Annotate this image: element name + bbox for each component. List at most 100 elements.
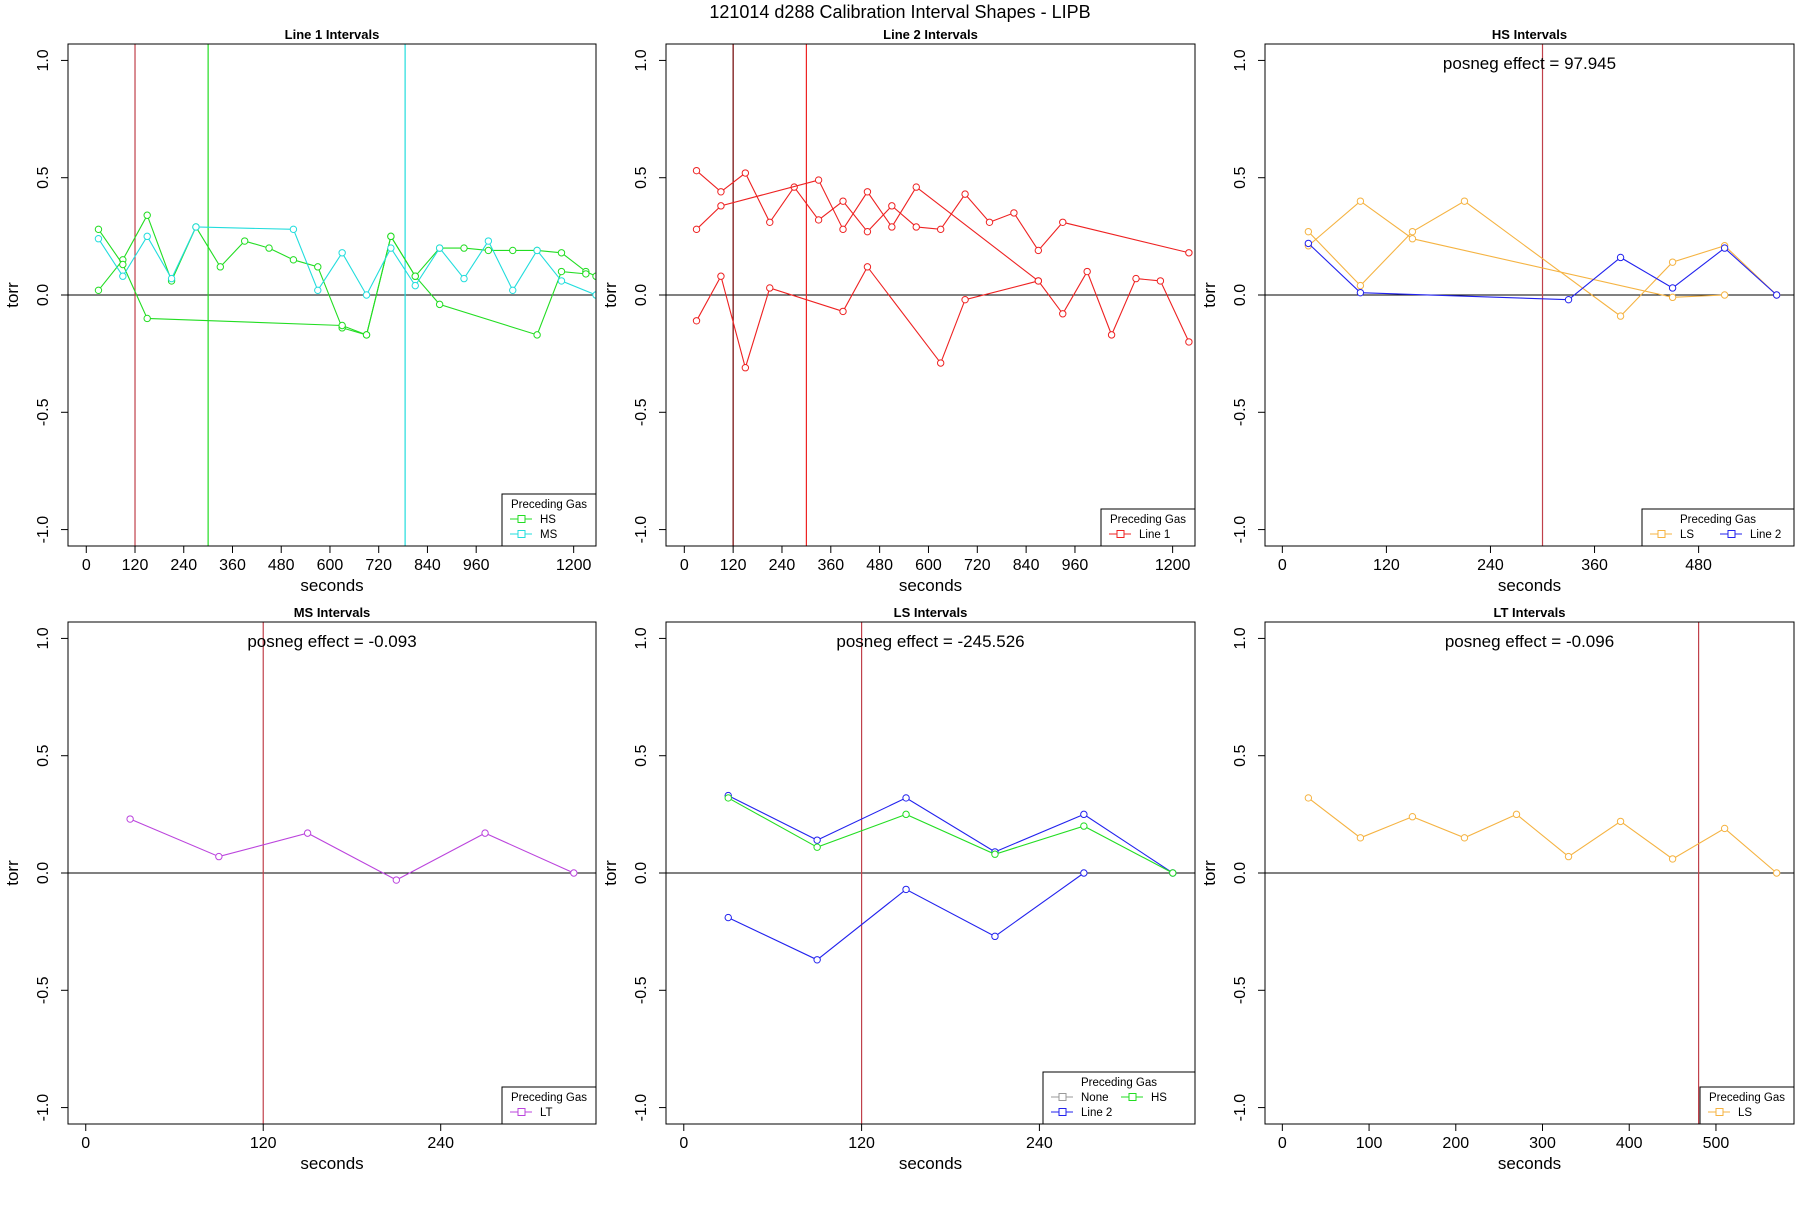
legend-swatch-marker	[1116, 530, 1125, 538]
data-point	[814, 216, 823, 224]
legend-swatch-marker	[1058, 1108, 1067, 1116]
plot-frame	[1264, 621, 1795, 1125]
data-point	[303, 829, 312, 837]
data-point	[1034, 246, 1043, 255]
x-tick-label: 240	[769, 557, 796, 574]
x-tick-label: 840	[414, 557, 441, 574]
data-point	[991, 850, 999, 858]
legend-swatch-marker	[1657, 530, 1666, 538]
x-tick-label: 0	[679, 1135, 688, 1152]
data-point	[1107, 331, 1116, 339]
data-point	[863, 227, 872, 236]
x-tick-label: 720	[365, 557, 392, 574]
y-tick-label: 0.5	[1232, 166, 1249, 188]
legend-box	[1100, 508, 1196, 547]
data-point	[265, 244, 273, 252]
data-point	[481, 829, 489, 837]
legend-swatch-marker	[517, 530, 526, 538]
y-tick-label: -1.0	[35, 516, 52, 544]
data-point	[435, 244, 444, 252]
x-tick-label: 120	[1373, 557, 1400, 574]
data-point	[143, 232, 151, 241]
legend-title: Preceding Gas	[1680, 514, 1756, 526]
data-point	[1304, 227, 1313, 236]
legend-entry-label: Line 2	[1750, 529, 1781, 541]
data-point	[533, 246, 541, 255]
data-point	[1304, 239, 1313, 248]
data-point	[460, 274, 468, 283]
data-point	[1408, 235, 1417, 243]
x-tick-label: 0	[1278, 1135, 1287, 1152]
y-tick-label: 1.0	[633, 49, 650, 71]
panel-6: LT Intervals 1.0 0.5 0.0 -0.5 -1.0 0 100 200 300 4…	[1200, 605, 1795, 1173]
data-point	[1080, 869, 1088, 877]
legend-box	[501, 1086, 597, 1125]
data-point	[766, 218, 774, 226]
data-point	[1668, 284, 1677, 292]
data-point	[1720, 244, 1729, 252]
data-point	[582, 270, 590, 278]
y-axis-label: torr	[3, 282, 22, 308]
data-point	[902, 810, 910, 819]
data-point	[1132, 274, 1140, 283]
data-point	[813, 836, 821, 844]
data-point	[839, 225, 847, 234]
legend-entry-label: MS	[540, 529, 558, 541]
x-tick-label: 360	[817, 557, 844, 574]
y-tick-label: 1.0	[1232, 49, 1249, 71]
legend: Preceding Gas LS	[1699, 1086, 1795, 1125]
legend-entry-label: Line 2	[1081, 1107, 1112, 1119]
plot-area	[666, 44, 1195, 546]
data-point	[1616, 253, 1625, 262]
data-point	[387, 244, 395, 252]
x-tick-label: 0	[680, 557, 689, 574]
data-point	[392, 876, 401, 884]
data-point	[119, 260, 127, 269]
x-tick-label: 120	[848, 1135, 875, 1152]
posneg-annotation: posneg effect = -0.096	[1445, 632, 1614, 651]
data-point	[813, 843, 821, 851]
x-tick-label: 120	[122, 557, 149, 574]
legend-title: Preceding Gas	[1110, 514, 1186, 526]
data-point	[692, 225, 701, 234]
series-line	[727, 795, 1174, 874]
y-tick-label: 0.0	[35, 862, 52, 884]
panel-title: Line 2 Intervals	[883, 27, 978, 42]
y-tick-label: -1.0	[1232, 516, 1249, 544]
legend-box	[1699, 1086, 1795, 1125]
data-point	[1616, 312, 1625, 320]
data-point	[1668, 258, 1677, 266]
data-point	[888, 223, 896, 231]
y-axis-label: torr	[1200, 282, 1219, 308]
x-tick-label: 720	[964, 557, 991, 574]
x-tick-label: 480	[268, 557, 295, 574]
y-tick-label: 0.5	[633, 744, 650, 766]
plot-frame	[67, 621, 597, 1125]
y-tick-label: 1.0	[35, 627, 52, 649]
data-point	[509, 286, 517, 295]
x-axis-label: seconds	[300, 1154, 363, 1173]
data-point	[766, 284, 774, 292]
data-point	[143, 211, 151, 219]
data-point	[814, 176, 823, 184]
data-point	[557, 267, 566, 276]
data-point	[741, 169, 750, 177]
plot-area	[68, 44, 596, 546]
data-point	[1668, 855, 1677, 863]
data-point	[1772, 291, 1781, 299]
x-tick-label: 240	[170, 557, 197, 574]
data-point	[338, 249, 346, 257]
x-tick-label: 400	[1616, 1135, 1643, 1152]
x-axis-label: seconds	[1498, 576, 1561, 595]
data-point	[1772, 869, 1781, 877]
data-point	[557, 249, 566, 257]
x-tick-label: 200	[1442, 1135, 1469, 1152]
x-tick-label: 480	[866, 557, 893, 574]
data-point	[1616, 817, 1625, 826]
legend: Preceding Gas LT	[501, 1086, 597, 1125]
data-point	[484, 237, 493, 245]
x-tick-label: 360	[219, 557, 246, 574]
legend-swatch-marker	[517, 1108, 526, 1116]
y-tick-label: -0.5	[1232, 398, 1249, 426]
data-point	[1059, 310, 1067, 318]
